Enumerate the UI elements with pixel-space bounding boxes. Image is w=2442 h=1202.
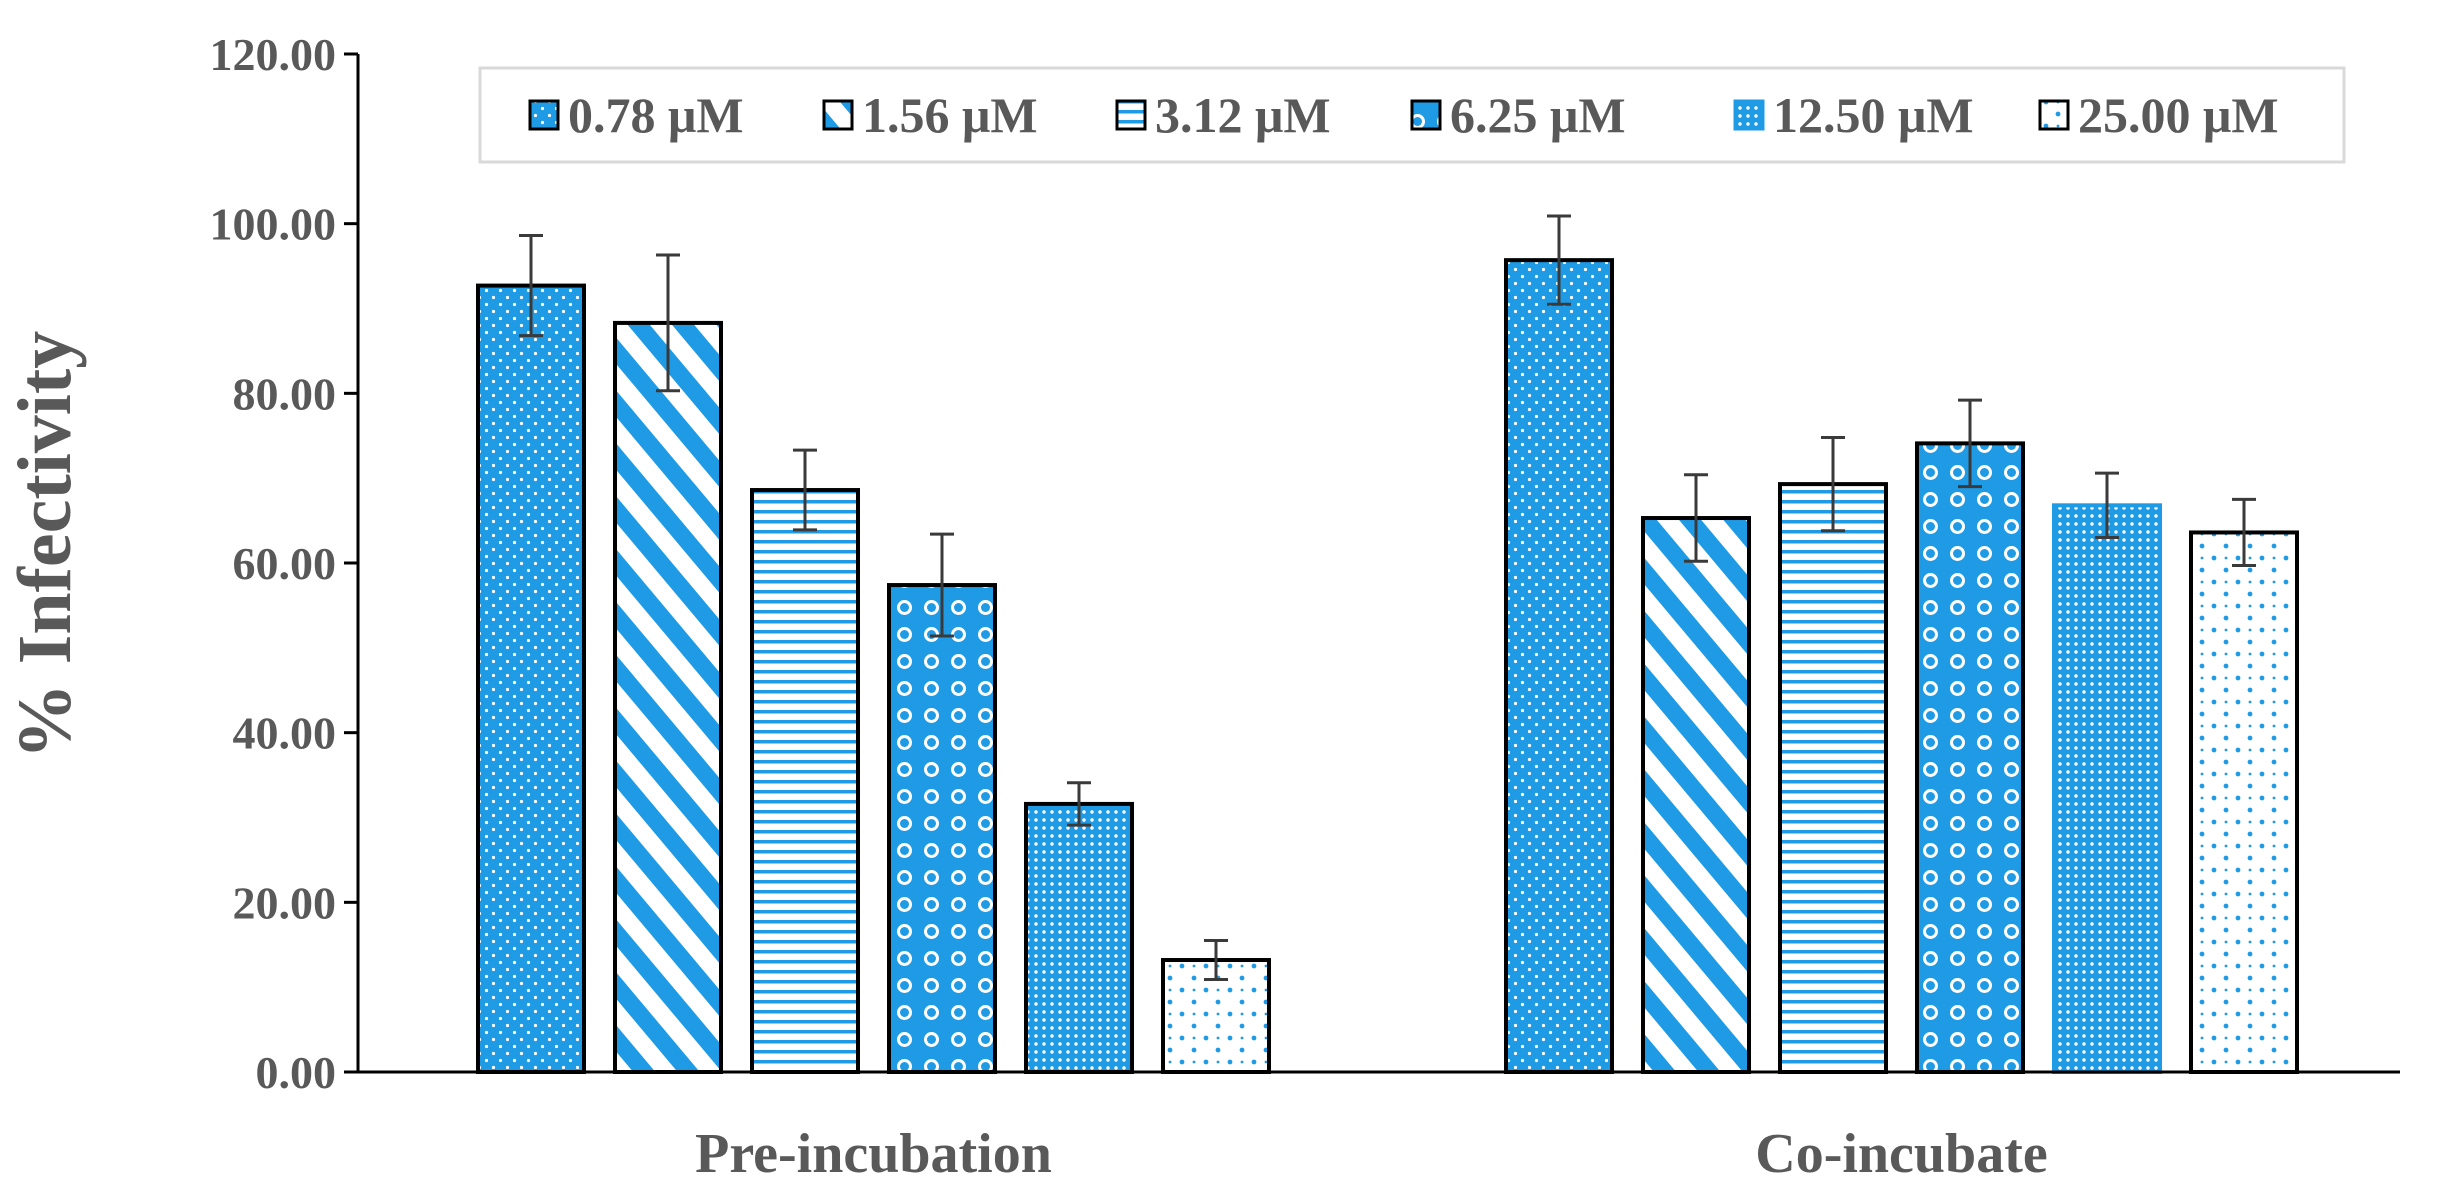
legend-swatch [822,99,854,131]
legend-label: 25.00 μM [2078,87,2279,143]
error-bars [519,214,2256,982]
bar-group [476,258,2299,1075]
bar [2052,503,2162,1074]
x-category-label: Pre-incubation [695,1123,1052,1185]
bar [476,283,586,1075]
legend-label: 0.78 μM [568,87,744,143]
legend-swatch [1410,99,1442,131]
legend-swatch [1733,99,1765,131]
y-axis-title: % Infectivity [3,331,87,759]
legend-label: 3.12 μM [1155,87,1331,143]
bar [887,583,997,1074]
x-axis-labels: Pre-incubation Co-incubate [695,1123,2048,1185]
y-axis-ticks: 0.00 20.00 40.00 60.00 80.00 100.00 120.00 [210,29,358,1098]
legend-label: 1.56 μM [862,87,1038,143]
legend-swatch [1115,99,1147,131]
legend-swatch [528,99,560,131]
bar [1915,441,2025,1074]
bar [2189,530,2299,1074]
legend: 0.78 μM 1.56 μM 3.12 μM 6.25 μM 12.50 μM 25.0… [478,66,2346,164]
bar [1024,801,1134,1075]
legend-label: 6.25 μM [1450,87,1626,143]
y-tick-label: 0.00 [256,1047,337,1098]
bar [613,320,723,1074]
bar [1641,516,1751,1074]
y-tick-label: 20.00 [233,877,337,928]
bar [1504,258,1614,1074]
x-category-label: Co-incubate [1755,1123,2047,1185]
legend-swatch [2038,99,2070,131]
y-tick-label: 60.00 [233,538,337,589]
bar [1778,482,1888,1075]
y-tick-label: 100.00 [210,199,337,250]
legend-label: 12.50 μM [1773,87,1974,143]
y-tick-label: 80.00 [233,368,337,419]
y-tick-label: 40.00 [233,708,337,759]
y-tick-label: 120.00 [210,29,337,80]
bar [750,488,860,1074]
